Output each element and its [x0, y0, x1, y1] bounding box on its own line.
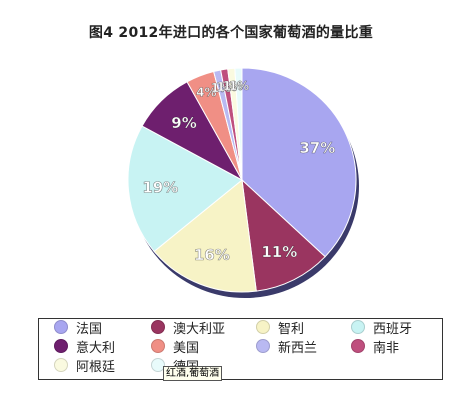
legend-item-3: 西班牙 — [351, 320, 412, 338]
legend-item-0: 法国 — [54, 320, 102, 338]
legend-swatch-8 — [54, 358, 68, 372]
legend-swatch-9 — [151, 358, 165, 372]
legend-label-2: 智利 — [278, 322, 305, 337]
legend-label-7: 南非 — [373, 341, 400, 356]
legend-item-5: 美国 — [151, 339, 199, 357]
pie-label-9: 1% — [229, 79, 249, 93]
pie-slice-0[interactable] — [241, 67, 357, 258]
legend-item-2: 智利 — [256, 320, 304, 338]
legend-swatch-2 — [256, 320, 270, 334]
legend-swatch-7 — [351, 339, 365, 353]
legend-label-8: 阿根廷 — [76, 360, 116, 375]
legend-item-4: 意大利 — [54, 339, 115, 357]
pie-label-5: 4% — [196, 86, 216, 100]
legend-item-8: 阿根廷 — [54, 358, 115, 376]
legend-label-1: 澳大利亚 — [173, 322, 226, 337]
pie-label-1: 11% — [261, 243, 297, 261]
legend-swatch-1 — [151, 320, 165, 334]
legend: 法国澳大利亚智利西班牙意大利美国新西兰南非阿根廷德国 — [38, 318, 443, 380]
pie-slice-2[interactable] — [153, 179, 257, 293]
legend-item-1: 澳大利亚 — [151, 320, 225, 338]
pie-label-4: 9% — [171, 114, 196, 132]
pie-chart: 37%11%16%19%9%4%1%1%1%1% — [127, 67, 359, 298]
pie-label-3: 19% — [142, 179, 178, 197]
legend-label-0: 法国 — [76, 322, 103, 337]
pie-slice-9[interactable] — [234, 67, 243, 181]
pie-slice-1[interactable] — [241, 178, 326, 292]
legend-swatch-0 — [54, 320, 68, 334]
pie-label-7: 1% — [217, 80, 237, 94]
chart-title: 图4 2012年进口的各个国家葡萄酒的量比重 — [88, 25, 374, 41]
legend-label-4: 意大利 — [76, 341, 116, 356]
tooltip: 红酒,葡萄酒 — [163, 366, 223, 381]
legend-item-6: 新西兰 — [256, 339, 317, 357]
pie-slice-3[interactable] — [127, 125, 243, 253]
legend-swatch-3 — [351, 320, 365, 334]
pie-label-8: 1% — [223, 79, 243, 93]
legend-swatch-6 — [256, 339, 270, 353]
pie-label-2: 16% — [194, 246, 230, 264]
legend-label-3: 西班牙 — [373, 322, 413, 337]
legend-swatch-4 — [54, 339, 68, 353]
legend-label-6: 新西兰 — [278, 341, 318, 356]
pie-label-6: 1% — [211, 81, 231, 95]
legend-swatch-5 — [151, 339, 165, 353]
pie-label-0: 37% — [299, 139, 335, 157]
legend-item-7: 南非 — [351, 339, 399, 357]
legend-label-5: 美国 — [173, 341, 200, 356]
